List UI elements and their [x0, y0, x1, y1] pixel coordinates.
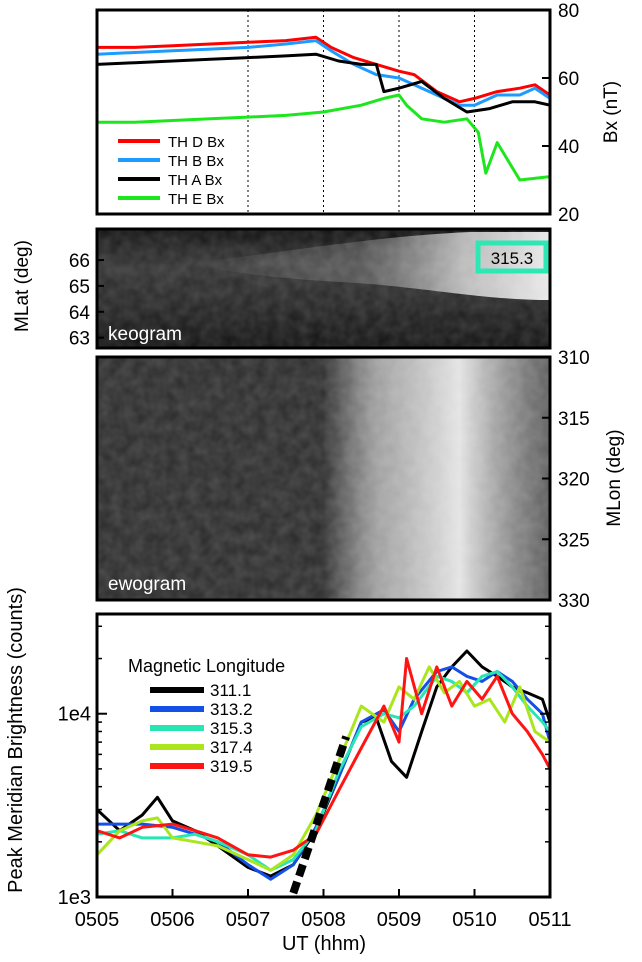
magnetometer-y-tick-label: 40 [558, 137, 579, 158]
brightness-x-tick-label: 0505 [75, 909, 120, 931]
brightness-fit-dashed-line [289, 735, 350, 895]
magnetometer-legend-label: TH E Bx [168, 191, 224, 208]
brightness-x-tick-label: 0507 [226, 909, 271, 931]
brightness-y-tick-label: 1e4 [58, 704, 91, 726]
magnetometer-frame [95, 8, 552, 216]
keogram-y-tick-label: 65 [69, 277, 90, 298]
brightness-legend-label: 315.3 [210, 719, 253, 738]
keogram-annotation: 315.3 [491, 249, 534, 268]
ewogram-label: ewogram [108, 574, 186, 595]
keogram-y-tick-label: 66 [69, 251, 90, 272]
brightness-y-axis-label: Peak Meridian Brightness (counts) [5, 587, 27, 893]
ewogram-y-tick-label: 320 [558, 470, 590, 491]
brightness-legend-label: 319.5 [210, 757, 253, 776]
magnetometer-y-axis-label: Bx (nT) [601, 81, 622, 143]
brightness-series-line [97, 657, 550, 859]
brightness-series-line [97, 665, 550, 872]
keogram-y-tick-label: 63 [69, 329, 90, 350]
magnetometer-series-line [97, 93, 550, 182]
brightness-x-tick-label: 0511 [528, 909, 571, 931]
ewogram-y-ticks: 310 315 320 325 330 [542, 348, 590, 612]
brightness-x-tick-label: 0509 [377, 909, 422, 931]
magnetometer-y-tick-label: 60 [558, 69, 579, 90]
magnetometer-y-ticks: 20 40 60 80 [542, 1, 579, 226]
keogram-panel: 315.3 keogram 63 64 65 66 MLat (deg) [12, 227, 552, 350]
keogram-y-axis-label: MLat (deg) [12, 240, 33, 332]
magnetometer-legend: TH D Bx TH B Bx TH A Bx TH E Bx [118, 134, 225, 208]
ewogram-y-tick-label: 325 [558, 530, 590, 551]
brightness-legend-label: 311.1 [210, 681, 251, 700]
brightness-x-tick-label: 0506 [150, 909, 195, 931]
keogram-label: keogram [108, 324, 182, 345]
brightness-y-tick-label: 1e3 [58, 887, 91, 909]
ewogram-y-tick-label: 315 [558, 409, 590, 430]
keogram-texture [97, 229, 550, 348]
ewogram-panel: ewogram 310 315 320 325 330 MLon (deg) [95, 348, 625, 612]
ewogram-texture [97, 357, 550, 600]
magnetometer-y-tick-label: 80 [558, 1, 579, 22]
ewogram-y-tick-label: 330 [558, 591, 590, 612]
brightness-y-ticks: 1e3 1e4 [58, 625, 550, 909]
brightness-series-line [97, 670, 550, 872]
brightness-x-axis-label: UT (hhm) [282, 933, 366, 955]
brightness-legend-label: 317.4 [210, 738, 253, 757]
brightness-fit-line [289, 735, 350, 895]
magnetometer-y-tick-label: 20 [558, 205, 579, 226]
brightness-x-tick-label: 0508 [301, 909, 346, 931]
brightness-x-tick-label: 0510 [452, 909, 497, 931]
brightness-x-ticks: 0505 0506 0507 0508 0509 0510 0511 [75, 889, 572, 931]
keogram-frame [95, 227, 552, 350]
magnetometer-legend-label: TH D Bx [168, 134, 225, 151]
ewogram-y-axis-label: MLon (deg) [604, 429, 625, 526]
magnetometer-series [97, 35, 550, 182]
magnetometer-series-line [97, 39, 550, 107]
keogram-annotation-box [475, 240, 549, 274]
keogram-y-ticks: 63 64 65 66 [69, 251, 104, 350]
ewogram-y-tick-label: 310 [558, 348, 590, 369]
brightness-legend-label: 313.2 [210, 700, 253, 719]
brightness-panel: 1e3 1e4 0505 0506 0507 0508 0509 0510 0511 UT (… [5, 587, 572, 955]
keogram-y-tick-label: 64 [69, 303, 91, 324]
magnetometer-legend-label: TH B Bx [168, 153, 224, 170]
brightness-series [97, 649, 550, 881]
brightness-legend-title: Magnetic Longitude [128, 656, 285, 676]
magnetometer-legend-label: TH A Bx [168, 172, 223, 189]
magnetometer-series-line [97, 52, 550, 114]
